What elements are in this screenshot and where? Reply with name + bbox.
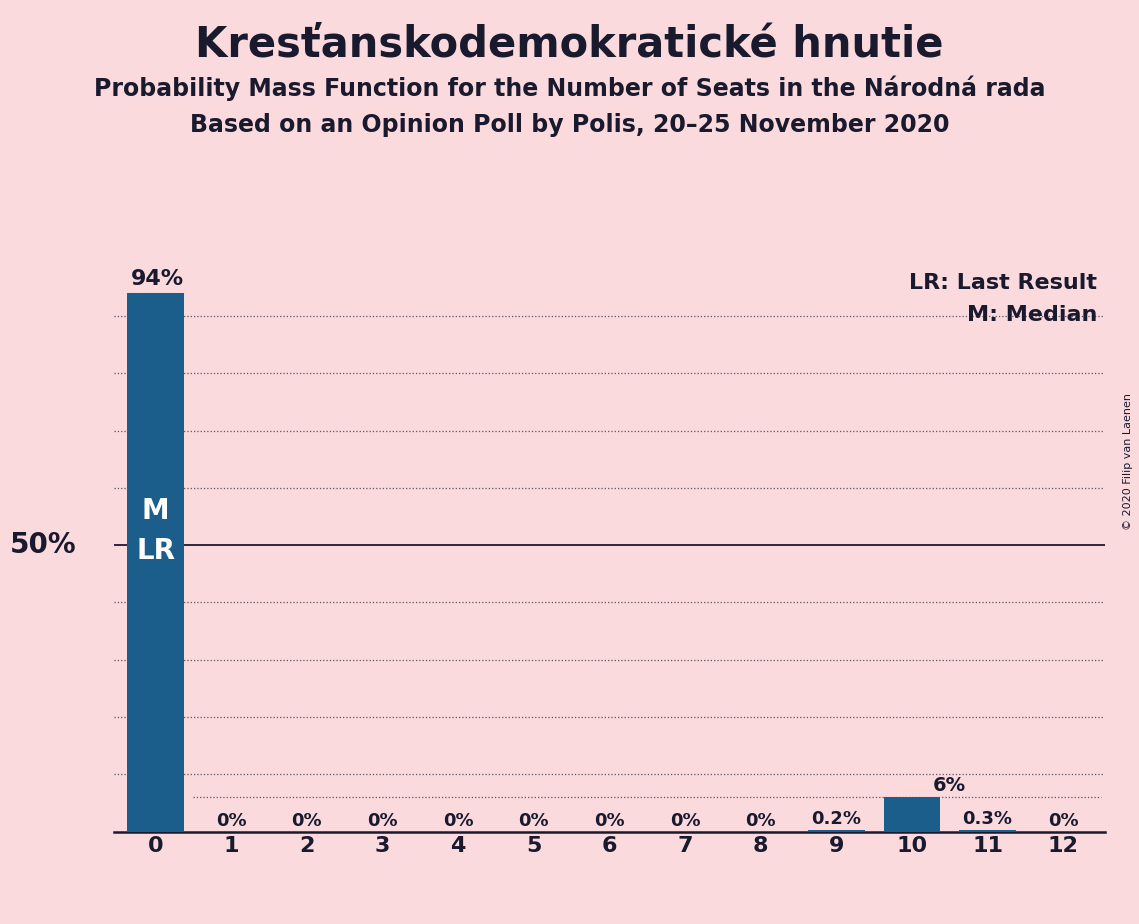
- Text: 50%: 50%: [9, 531, 76, 559]
- Text: 0%: 0%: [292, 812, 322, 830]
- Text: Based on an Opinion Poll by Polis, 20–25 November 2020: Based on an Opinion Poll by Polis, 20–25…: [190, 113, 949, 137]
- Text: Kresťanskodemokratické hnutie: Kresťanskodemokratické hnutie: [195, 23, 944, 65]
- Text: 6%: 6%: [933, 776, 966, 795]
- Bar: [128, 293, 183, 832]
- Text: 94%: 94%: [131, 269, 185, 288]
- Text: Probability Mass Function for the Number of Seats in the Národná rada: Probability Mass Function for the Number…: [93, 76, 1046, 102]
- Bar: [959, 830, 1016, 832]
- Text: 0%: 0%: [670, 812, 700, 830]
- Bar: [884, 797, 941, 832]
- Text: 0%: 0%: [745, 812, 776, 830]
- Text: LR: LR: [136, 537, 175, 565]
- Text: 0%: 0%: [1048, 812, 1079, 830]
- Text: LR: Last Result: LR: Last Result: [909, 274, 1097, 293]
- Text: © 2020 Filip van Laenen: © 2020 Filip van Laenen: [1123, 394, 1133, 530]
- Text: 0%: 0%: [518, 812, 549, 830]
- Text: 0%: 0%: [595, 812, 624, 830]
- Text: 0%: 0%: [367, 812, 398, 830]
- Text: M: M: [141, 497, 170, 525]
- Text: 0%: 0%: [215, 812, 246, 830]
- Text: 0.3%: 0.3%: [962, 809, 1013, 828]
- Text: 0%: 0%: [443, 812, 474, 830]
- Text: M: Median: M: Median: [967, 305, 1097, 324]
- Bar: [808, 831, 865, 832]
- Text: 0.2%: 0.2%: [811, 810, 861, 828]
